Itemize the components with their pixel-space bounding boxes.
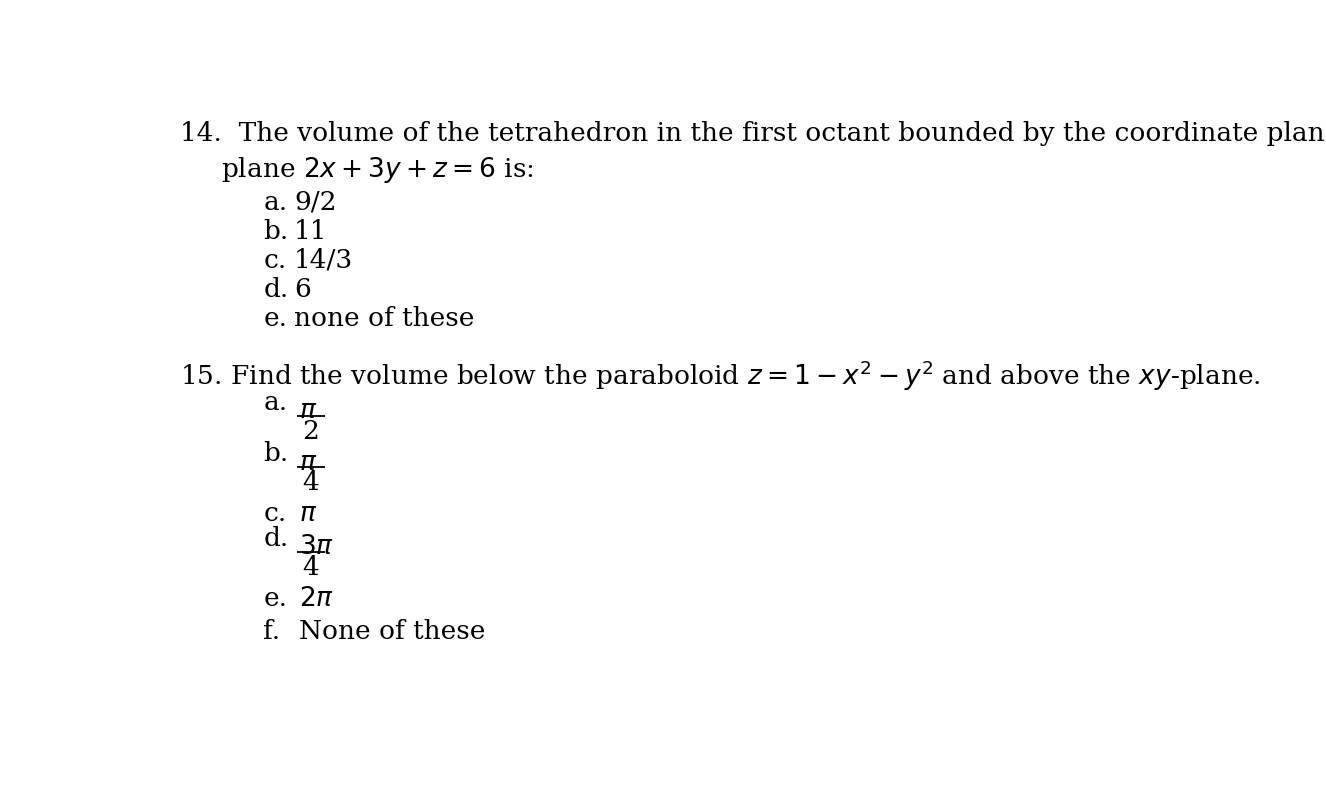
Text: 14/3: 14/3 (294, 248, 354, 272)
Text: e.: e. (264, 586, 288, 611)
Text: 14.  The volume of the tetrahedron in the first octant bounded by the coordinate: 14. The volume of the tetrahedron in the… (180, 122, 1326, 146)
Text: 11: 11 (294, 219, 328, 243)
Text: $2\pi$: $2\pi$ (300, 586, 334, 611)
Text: 4: 4 (302, 555, 320, 580)
Text: e.: e. (264, 306, 288, 330)
Text: d.: d. (264, 526, 289, 550)
Text: c.: c. (264, 248, 286, 272)
Text: $\pi$: $\pi$ (300, 398, 318, 423)
Text: 9/2: 9/2 (294, 190, 337, 215)
Text: c.: c. (264, 501, 286, 526)
Text: 6: 6 (294, 277, 312, 301)
Text: d.: d. (264, 277, 289, 301)
Text: 15. Find the volume below the paraboloid $z =1- x^{2} - y^{2}$ and above the $xy: 15. Find the volume below the paraboloid… (180, 359, 1261, 393)
Text: 2: 2 (302, 418, 320, 444)
Text: a.: a. (264, 389, 288, 414)
Text: a.: a. (264, 190, 288, 215)
Text: $\pi$: $\pi$ (300, 450, 318, 475)
Text: plane $2x + 3y + z = 6$ is:: plane $2x + 3y + z = 6$ is: (221, 155, 534, 184)
Text: $3\pi$: $3\pi$ (300, 535, 334, 559)
Text: b.: b. (264, 441, 289, 466)
Text: None of these: None of these (300, 619, 485, 644)
Text: $\pi$: $\pi$ (300, 501, 318, 526)
Text: f.: f. (264, 619, 281, 644)
Text: 4: 4 (302, 470, 320, 495)
Text: none of these: none of these (294, 306, 475, 330)
Text: b.: b. (264, 219, 289, 243)
